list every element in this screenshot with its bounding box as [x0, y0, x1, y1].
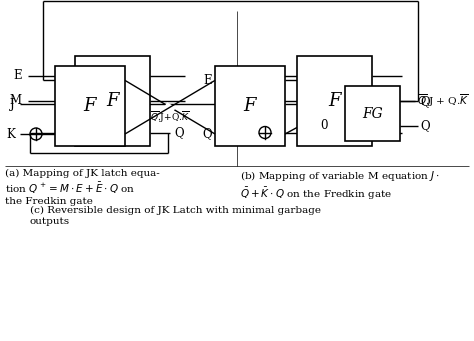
- Bar: [75, 56, 150, 146]
- Text: FG: FG: [362, 106, 383, 120]
- Text: K: K: [6, 128, 15, 140]
- Text: F: F: [244, 97, 256, 115]
- Text: E: E: [203, 74, 212, 87]
- Text: (a) Mapping of JK latch equa-
tion $Q^+ = M \cdot E + \bar{E} \cdot Q$ on
the Fr: (a) Mapping of JK latch equa- tion $Q^+ …: [5, 169, 160, 206]
- Bar: [345, 86, 400, 141]
- Text: J: J: [10, 98, 15, 111]
- Text: $\overline{Q}$.J+Q.$\overline{K}$: $\overline{Q}$.J+Q.$\overline{K}$: [150, 109, 190, 124]
- Text: F: F: [328, 92, 341, 110]
- Text: (b) Mapping of variable M equation $J \cdot$
$\bar{Q} + \bar{K} \cdot Q$ on the : (b) Mapping of variable M equation $J \c…: [240, 169, 440, 202]
- Text: Q: Q: [174, 126, 183, 139]
- Text: J: J: [238, 94, 243, 107]
- Bar: [55, 66, 125, 146]
- Text: (c) Reversible design of JK Latch with minimal garbage
outputs: (c) Reversible design of JK Latch with m…: [30, 206, 321, 225]
- Text: M: M: [10, 94, 22, 107]
- Text: E: E: [13, 69, 22, 82]
- Bar: [297, 56, 372, 146]
- Text: $\overline{Q}$.J + Q.$\overline{K}$: $\overline{Q}$.J + Q.$\overline{K}$: [417, 93, 469, 109]
- Text: F: F: [106, 92, 119, 110]
- Text: 0: 0: [320, 119, 328, 132]
- Text: Q: Q: [233, 69, 243, 82]
- Text: F: F: [84, 97, 96, 115]
- Text: Q: Q: [420, 119, 429, 132]
- Text: Q: Q: [202, 128, 212, 140]
- Bar: [215, 66, 285, 146]
- Text: Q: Q: [420, 95, 429, 108]
- Text: K: K: [234, 126, 243, 139]
